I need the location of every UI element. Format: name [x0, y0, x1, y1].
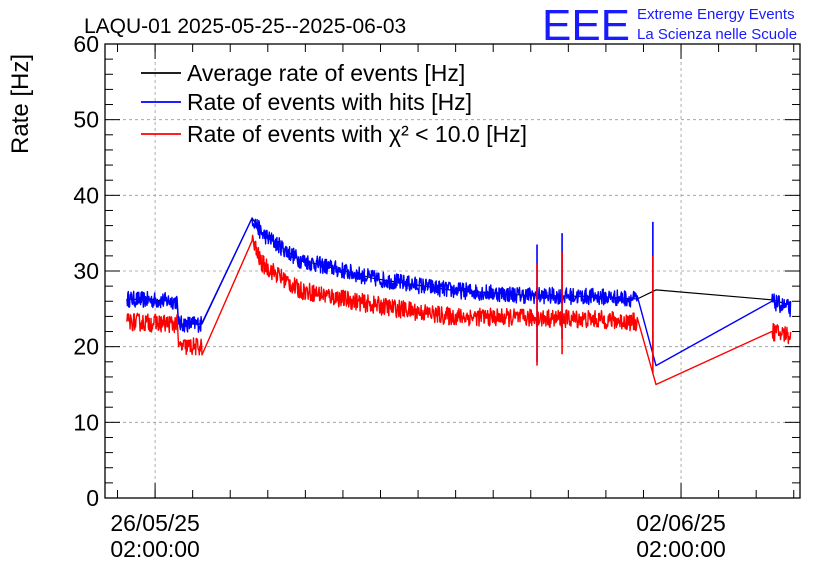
x-tick-label-date: 26/05/25	[110, 510, 200, 536]
y-tick-label: 0	[86, 485, 99, 511]
legend-label-2: Rate of events with χ² < 10.0 [Hz]	[187, 121, 527, 147]
branding-line1: Extreme Energy Events	[637, 6, 795, 23]
y-tick-label: 60	[73, 31, 99, 57]
branding-line2: La Scienza nelle Scuole	[637, 26, 797, 43]
y-tick-label: 50	[73, 107, 99, 133]
x-tick-label-time: 02:00:00	[110, 536, 200, 562]
eee-logo: EEE Extreme Energy Events La Scienza nel…	[542, 1, 797, 50]
x-tick-label-time: 02:00:00	[636, 536, 726, 562]
legend-label-0: Average rate of events [Hz]	[187, 60, 465, 86]
series-line-2	[126, 234, 792, 386]
y-axis-label: Rate [Hz]	[7, 54, 34, 154]
legend: Average rate of events [Hz] Rate of event…	[141, 60, 527, 147]
chart-title: LAQU-01 2025-05-25--2025-06-03	[84, 15, 406, 38]
eee-logo-text: EEE	[542, 1, 630, 50]
series-line-1	[126, 217, 792, 367]
y-tick-label: 10	[73, 409, 99, 435]
y-tick-label: 30	[73, 258, 99, 284]
x-tick-label-date: 02/06/25	[636, 510, 726, 536]
y-tick-label: 20	[73, 334, 99, 360]
grid-layer	[105, 44, 800, 498]
series-layer	[126, 217, 792, 386]
y-tick-label: 40	[73, 182, 99, 208]
tick-layer: 010203040506026/05/2502:00:0002/06/2502:…	[73, 31, 800, 562]
legend-label-1: Rate of events with hits [Hz]	[187, 89, 472, 115]
